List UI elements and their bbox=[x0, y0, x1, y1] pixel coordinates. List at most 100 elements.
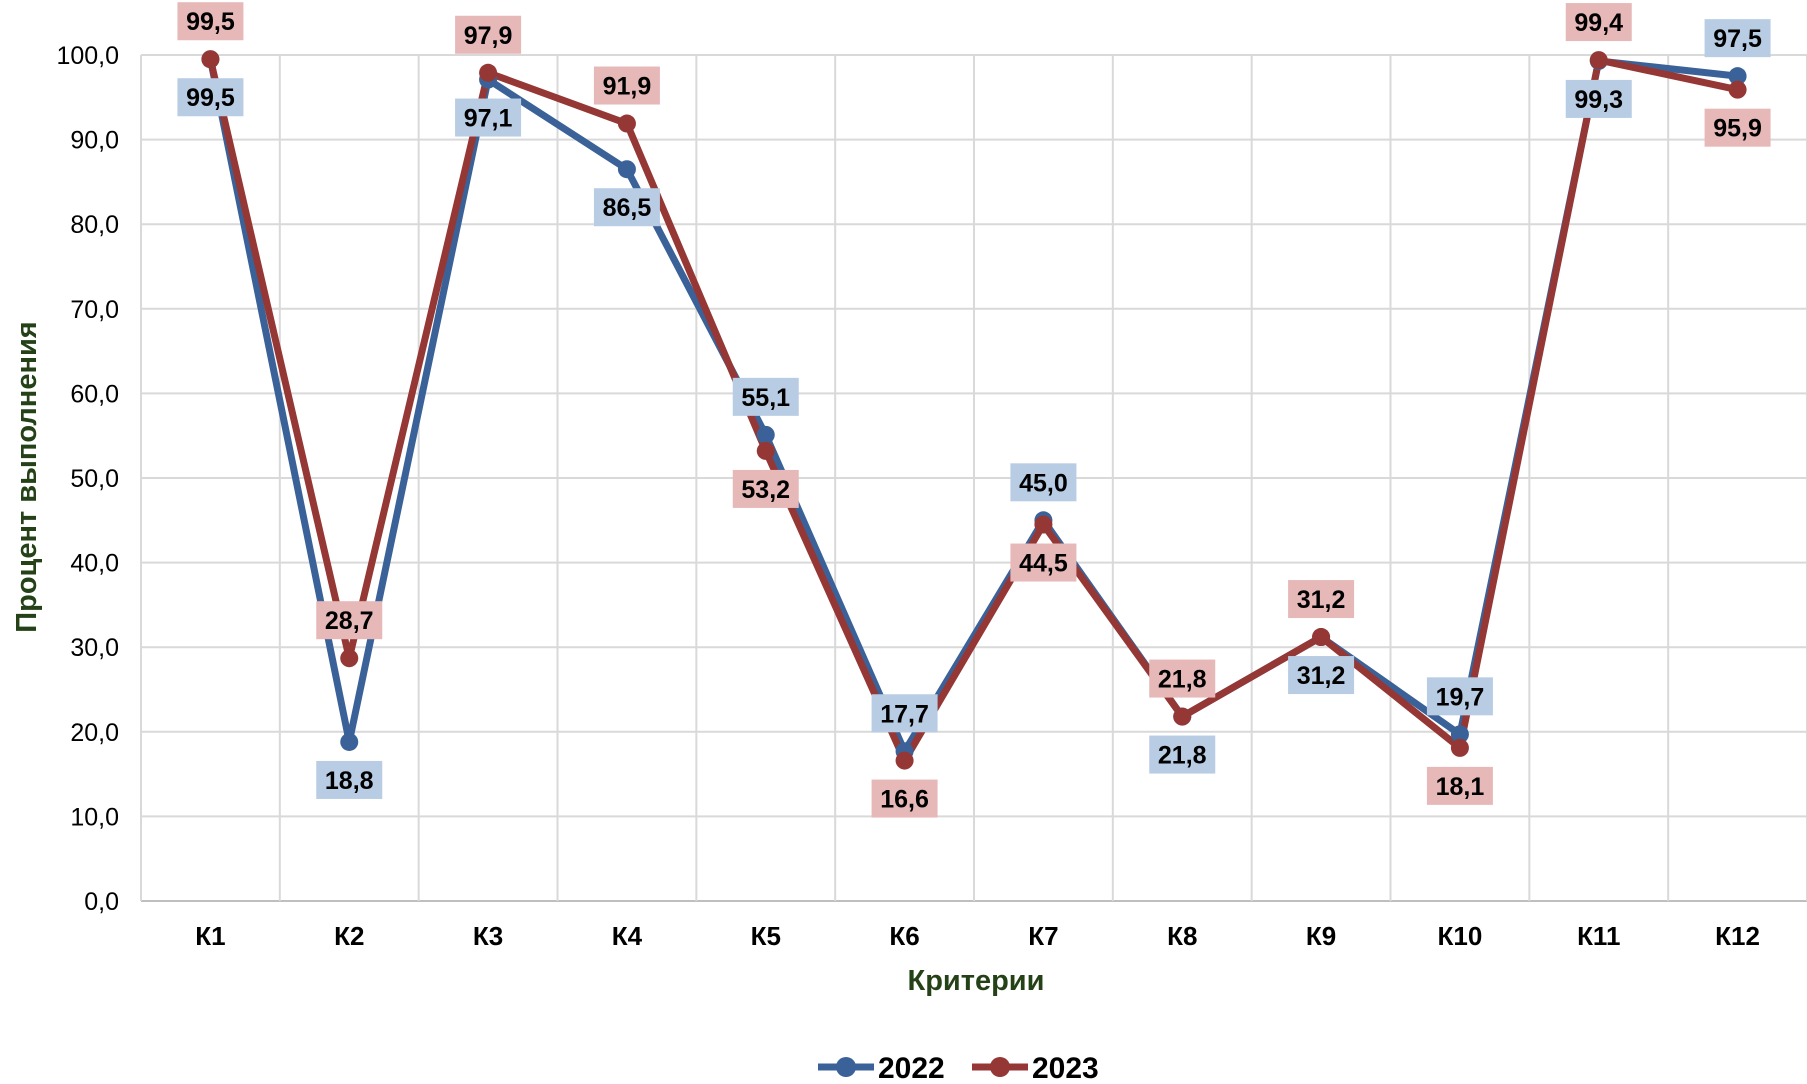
series bbox=[201, 50, 1747, 770]
y-tick-label: 30,0 bbox=[70, 634, 119, 662]
data-label-box bbox=[593, 188, 660, 227]
data-label: 95,9 bbox=[1713, 115, 1762, 143]
x-axis-title: Критерии bbox=[908, 965, 1045, 997]
data-label-box bbox=[1426, 677, 1493, 716]
y-tick-label: 60,0 bbox=[70, 380, 119, 408]
data-label-box bbox=[1149, 735, 1216, 774]
data-label-box bbox=[1704, 108, 1771, 147]
x-tick-label: К2 bbox=[334, 921, 364, 951]
data-label: 97,5 bbox=[1713, 25, 1762, 53]
legend-marker-2023 bbox=[990, 1057, 1010, 1077]
data-labels: 99,5 18,8 97,1 86,5 55,1 17,7 45,0 21,8 31,2 19,7… bbox=[177, 2, 1771, 818]
y-tick-label: 80,0 bbox=[70, 211, 119, 239]
series-line-2023 bbox=[206, 55, 1742, 765]
x-tick-label: К10 bbox=[1438, 921, 1483, 951]
data-label: 21,8 bbox=[1158, 666, 1207, 694]
y-tick-label: 10,0 bbox=[70, 803, 119, 831]
data-label: 97,9 bbox=[464, 22, 513, 50]
data-label: 45,0 bbox=[1019, 469, 1068, 497]
x-axis-ticks: К1 К2 К3 К4 К5 К6 К7 К8 К9 К10 К11 К12 bbox=[195, 921, 1760, 951]
data-label-box bbox=[177, 2, 244, 41]
data-label-box bbox=[1010, 463, 1077, 502]
x-tick-label: К1 bbox=[195, 921, 225, 951]
legend-marker-2022 bbox=[836, 1057, 856, 1077]
legend-label-2022: 2022 bbox=[878, 1052, 945, 1084]
data-label-box bbox=[1010, 543, 1077, 582]
x-tick-label: К9 bbox=[1306, 921, 1336, 951]
y-tick-label: 50,0 bbox=[70, 465, 119, 493]
data-label-box bbox=[1426, 766, 1493, 805]
x-tick-label: К6 bbox=[889, 921, 919, 951]
data-label: 18,8 bbox=[325, 767, 374, 795]
data-label: 99,5 bbox=[186, 8, 235, 36]
data-point-2022 bbox=[1728, 67, 1747, 86]
data-label-box bbox=[177, 78, 244, 117]
data-label: 31,2 bbox=[1297, 586, 1346, 614]
y-tick-label: 90,0 bbox=[70, 127, 119, 155]
data-point-2023 bbox=[479, 63, 498, 82]
data-point-2023 bbox=[1728, 80, 1747, 99]
data-label: 91,9 bbox=[603, 73, 652, 101]
data-point-2023 bbox=[1589, 51, 1608, 70]
data-label-box bbox=[1565, 3, 1632, 42]
legend: 2022 2023 bbox=[818, 1052, 1099, 1084]
data-label: 99,4 bbox=[1574, 9, 1623, 37]
data-point-2023 bbox=[1034, 515, 1053, 534]
data-label-box bbox=[732, 377, 799, 416]
data-label: 16,6 bbox=[880, 786, 929, 814]
legend-label-2023: 2023 bbox=[1032, 1052, 1099, 1084]
x-tick-label: К11 bbox=[1577, 921, 1620, 951]
x-tick-label: К8 bbox=[1167, 921, 1197, 951]
x-tick-label: К3 bbox=[473, 921, 503, 951]
data-label-box bbox=[316, 601, 383, 640]
data-label-box bbox=[1565, 79, 1632, 118]
data-label: 97,1 bbox=[464, 105, 513, 133]
data-label: 19,7 bbox=[1436, 683, 1485, 711]
data-label: 18,1 bbox=[1436, 773, 1485, 801]
data-label: 53,2 bbox=[741, 476, 790, 504]
y-axis-ticks: 0,0 10,0 20,0 30,0 40,0 50,0 60,0 70,0 80,0 90,0 1… bbox=[56, 42, 119, 916]
y-tick-label: 20,0 bbox=[70, 719, 119, 747]
data-point-2023 bbox=[340, 649, 359, 668]
data-label: 17,7 bbox=[880, 700, 929, 728]
data-label-box bbox=[1704, 19, 1771, 58]
data-point-2023 bbox=[1173, 707, 1192, 726]
data-label: 99,5 bbox=[186, 84, 235, 112]
data-point-2023 bbox=[1450, 738, 1469, 757]
y-tick-label: 100,0 bbox=[56, 42, 119, 70]
data-label-box bbox=[455, 15, 522, 54]
data-point-2022 bbox=[340, 732, 359, 751]
data-label: 99,3 bbox=[1574, 86, 1623, 114]
data-point-2023 bbox=[1312, 628, 1331, 647]
data-label-box bbox=[455, 98, 522, 137]
x-tick-label: К5 bbox=[751, 921, 781, 951]
data-label-box bbox=[593, 66, 660, 105]
y-tick-label: 0,0 bbox=[84, 888, 119, 916]
x-tick-label: К12 bbox=[1715, 921, 1760, 951]
data-label: 55,1 bbox=[741, 384, 790, 412]
data-label-box bbox=[1288, 580, 1355, 619]
data-label-box bbox=[732, 469, 799, 508]
data-label-box bbox=[1149, 659, 1216, 698]
data-point-2023 bbox=[201, 50, 220, 69]
data-label: 28,7 bbox=[325, 607, 374, 635]
y-tick-label: 70,0 bbox=[70, 296, 119, 324]
y-axis-title: Процент выполнения bbox=[11, 321, 43, 632]
data-label: 21,8 bbox=[1158, 742, 1207, 770]
x-tick-label: К4 bbox=[612, 921, 643, 951]
gridlines bbox=[140, 54, 1807, 902]
data-label-box bbox=[871, 694, 938, 733]
data-label-box bbox=[316, 760, 383, 799]
y-tick-label: 40,0 bbox=[70, 550, 119, 578]
data-point-2023 bbox=[895, 751, 914, 770]
data-point-2023 bbox=[756, 441, 775, 460]
x-tick-label: К7 bbox=[1028, 921, 1058, 951]
data-label-box bbox=[871, 779, 938, 818]
data-point-2022 bbox=[1450, 725, 1469, 744]
data-label: 44,5 bbox=[1019, 550, 1068, 578]
data-point-2022 bbox=[617, 160, 636, 179]
data-point-2022 bbox=[756, 425, 775, 444]
data-label: 31,2 bbox=[1297, 662, 1346, 690]
data-label-box bbox=[1288, 656, 1355, 695]
